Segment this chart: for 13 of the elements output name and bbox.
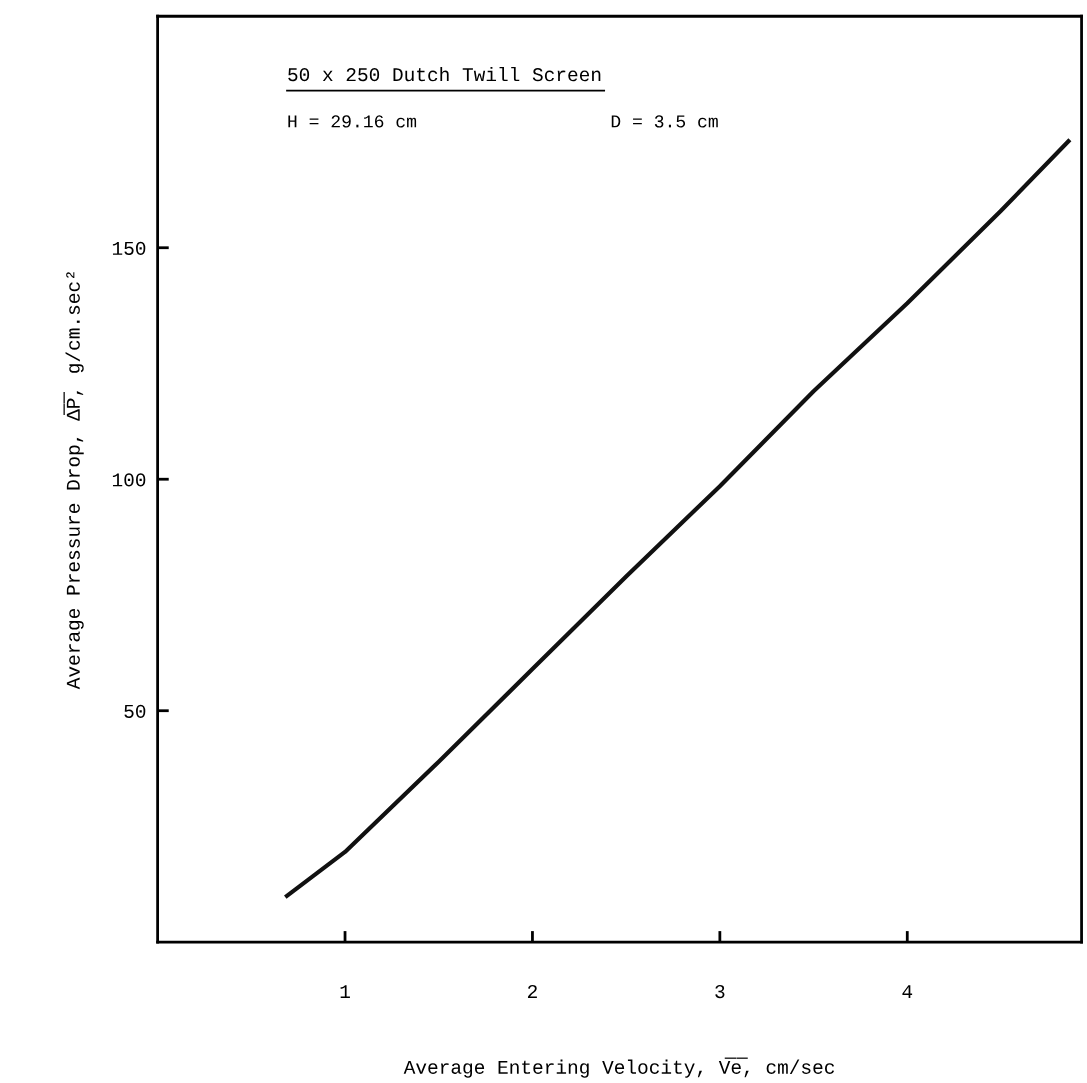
- x-axis-title: Average Entering Velocity, V̅e̅, cm/sec: [403, 1057, 835, 1078]
- annotation: H = 29.16 cm: [288, 115, 417, 128]
- y-tick-label: 150: [112, 241, 146, 255]
- x-tick-label: 3: [715, 984, 725, 999]
- y-tick-label: 50: [124, 704, 146, 718]
- annotation: 50 x 250 Dutch Twill Screen: [288, 66, 601, 82]
- line-series: [284, 139, 1071, 898]
- y-axis-title: Average Pressure Drop, Δ̅P̅, g/cm.sec²: [63, 272, 84, 690]
- annotation: D = 3.5 cm: [611, 115, 718, 128]
- x-tick-label: 4: [902, 985, 913, 998]
- y-tick-label: 100: [112, 473, 146, 487]
- x-tick-label: 1: [340, 985, 350, 998]
- x-tick-label: 2: [527, 984, 537, 998]
